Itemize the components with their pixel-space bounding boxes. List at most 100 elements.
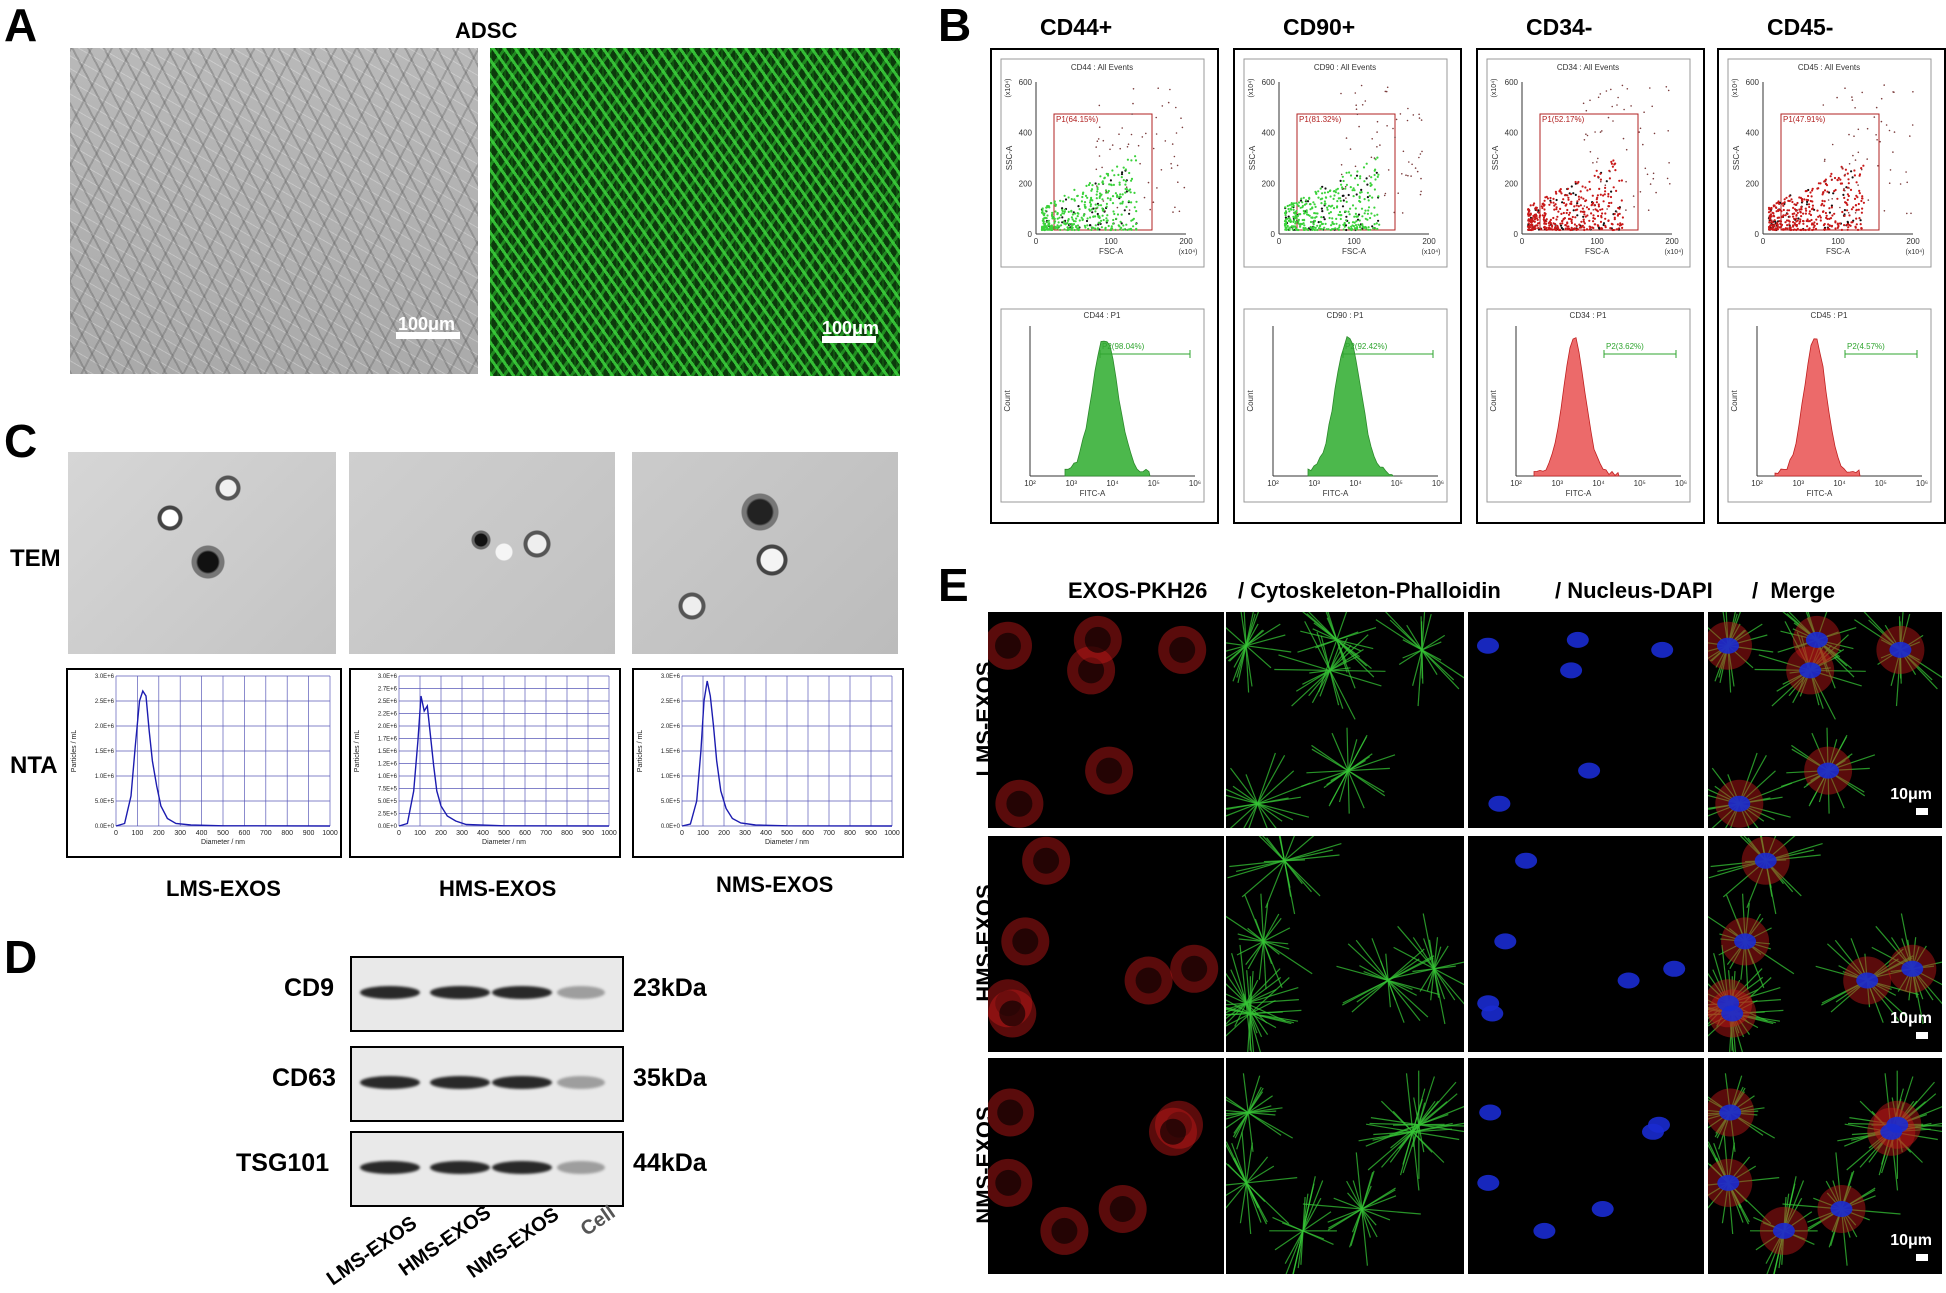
tick-label: 0: [1277, 237, 1282, 246]
tick-label: 10³: [1792, 479, 1804, 488]
y-axis-label: Particles / mL: [637, 730, 644, 773]
protein-label: TSG101: [236, 1149, 330, 1177]
tick-label: 200: [1019, 179, 1033, 188]
blot-band: [360, 986, 420, 999]
tick-label: 0.0E+0: [378, 824, 398, 830]
tick-label: 600: [239, 830, 251, 837]
phalloidin-image: [1226, 612, 1464, 828]
tick-label: 200: [1906, 237, 1920, 246]
tick-label: 0: [1034, 237, 1039, 246]
scale-bar-label: 100μm: [822, 318, 880, 338]
x-axis-label: FSC-A: [1342, 247, 1367, 256]
tick-label: 10²: [1024, 479, 1036, 488]
tick-label: 10⁴: [1592, 479, 1605, 488]
tick-label: 1.0E+6: [661, 774, 681, 780]
scatter-title: CD45 : All Events: [1798, 63, 1860, 72]
lane-label: Cell: [576, 1201, 620, 1241]
x-axis-label: FSC-A: [1826, 247, 1851, 256]
merge-image: 10μm: [1708, 836, 1942, 1052]
tick-label: 10²: [1510, 479, 1522, 488]
tick-label: 0: [680, 830, 684, 837]
y-axis-unit: (x10⁴): [1491, 79, 1498, 98]
kda-label: 44kDa: [633, 1149, 707, 1177]
tick-label: 100: [1831, 237, 1845, 246]
histogram-title: CD45 : P1: [1811, 311, 1848, 320]
tick-label: 400: [1505, 129, 1519, 138]
flow-column-box: CD34 : All Events 0 100 200 0 200 400 600 FSC-A (…: [1476, 48, 1705, 524]
blot-band: [557, 986, 605, 999]
tick-label: 100: [1104, 237, 1118, 246]
y-axis-label: Particles / mL: [354, 730, 361, 773]
confocal-render: [988, 836, 1219, 1038]
tick-label: 5.0E+5: [661, 799, 681, 805]
tick-label: 10⁵: [1148, 479, 1160, 488]
tick-label: 1.5E+6: [378, 749, 398, 755]
x-axis-label: FITC-A: [1323, 489, 1349, 498]
group-label-lms: LMS-EXOS: [166, 876, 281, 901]
tick-label: 400: [760, 830, 772, 837]
tick-label: 600: [1019, 78, 1033, 87]
x-axis-unit: (x10⁴): [1422, 249, 1441, 256]
tick-label: 1.5E+6: [95, 749, 115, 755]
tick-label: 10⁴: [1106, 479, 1119, 488]
dapi-image: [1468, 836, 1704, 1052]
protein-label: CD9: [284, 974, 335, 1002]
tick-label: 10²: [1267, 479, 1279, 488]
panel-e-header-merge: / Merge: [1752, 578, 1836, 603]
tick-label: 400: [1262, 129, 1276, 138]
scatter-title: CD34 : All Events: [1557, 63, 1619, 72]
tick-label: 300: [739, 830, 751, 837]
tick-label: 300: [174, 830, 186, 837]
blot-band: [492, 1076, 552, 1089]
tick-label: 1000: [884, 830, 900, 837]
nta-series-line: [398, 695, 610, 827]
confocal-render: [1226, 836, 1464, 1052]
tick-label: 10⁶: [1189, 479, 1201, 488]
tick-label: 200: [1746, 179, 1760, 188]
tick-label: 5.0E+5: [378, 799, 398, 805]
panel-a-title: ADSC: [455, 18, 518, 43]
tick-label: 10⁵: [1875, 479, 1887, 488]
histogram-title: CD90 : P1: [1327, 311, 1364, 320]
nta-row-label: NTA: [10, 752, 58, 779]
blot-band: [492, 986, 552, 999]
confocal-render: [1708, 836, 1942, 1052]
gate-label: P1(47.91%): [1783, 115, 1826, 124]
y-axis-label: SSC-A: [1248, 145, 1257, 170]
tick-label: 2.5E+6: [378, 699, 398, 705]
scatter-plot: CD34 : All Events 0 100 200 0 200 400 600 FSC-A (…: [1486, 58, 1691, 268]
flow-column-box: CD90 : All Events 0 100 200 0 200 400 600 FSC-A (…: [1233, 48, 1462, 524]
confocal-render: [988, 615, 1207, 828]
tick-label: 800: [561, 830, 573, 837]
x-axis-label: Diameter / nm: [482, 839, 526, 846]
tick-label: 500: [781, 830, 793, 837]
x-axis-label: FITC-A: [1566, 489, 1592, 498]
panel-label-b: B: [938, 0, 972, 51]
confocal-render: [1477, 1104, 1670, 1239]
marker-label: CD44+: [1040, 14, 1113, 40]
blot-band: [360, 1076, 420, 1089]
adsc-brightfield-image: 100μm: [70, 48, 478, 374]
y-axis-label: SSC-A: [1491, 145, 1500, 170]
tick-label: 3.0E+6: [378, 674, 398, 680]
panel-label-d: D: [4, 931, 38, 983]
histogram-peak: [1307, 335, 1394, 477]
tick-label: 300: [456, 830, 468, 837]
histogram-plot: CD90 : P1 10² 10³ 10⁴ 10⁵ 10⁶ FITC-A Count P2(92…: [1243, 308, 1448, 503]
pkh26-image: [988, 1058, 1224, 1274]
tick-label: 10³: [1551, 479, 1563, 488]
histogram-peak: [1774, 338, 1861, 477]
panel-e-header-dapi: / Nucleus-DAPI: [1555, 578, 1713, 603]
blot-band: [430, 1076, 490, 1089]
tick-label: 10³: [1065, 479, 1077, 488]
pkh26-image: [988, 836, 1224, 1052]
protein-label: CD63: [272, 1064, 336, 1092]
tem-image-hms: [349, 452, 615, 654]
scale-bar-label: 10μm: [1890, 786, 1932, 803]
tick-label: 3.0E+6: [661, 674, 681, 680]
tick-label: 10⁶: [1432, 479, 1444, 488]
panel-label-a: A: [4, 0, 38, 51]
phalloidin-image: [1226, 1058, 1464, 1274]
nta-chart-box: 0.0E+0 5.0E+5 1.0E+6 1.5E+6 2.0E+6 2.5E+6 3.0E…: [632, 668, 904, 858]
scale-bar: [1916, 1254, 1928, 1261]
